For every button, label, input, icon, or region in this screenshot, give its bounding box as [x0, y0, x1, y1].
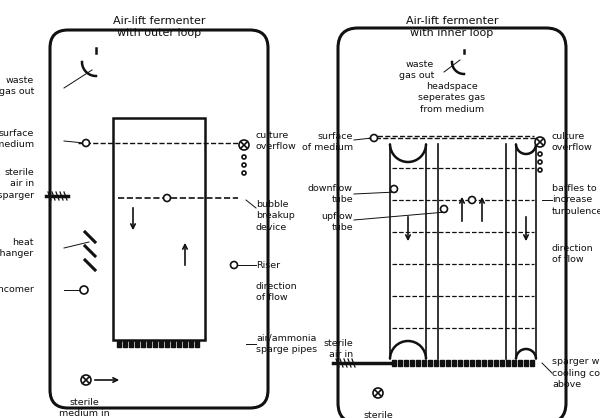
- Text: direction
of flow: direction of flow: [552, 244, 593, 264]
- Text: headspace
seperates gas
from medium: headspace seperates gas from medium: [418, 82, 485, 114]
- Text: direction
of flow: direction of flow: [256, 282, 298, 302]
- Text: waste
gas out: waste gas out: [0, 76, 34, 96]
- Text: heat
exchanger: heat exchanger: [0, 238, 34, 258]
- FancyBboxPatch shape: [338, 28, 566, 418]
- Circle shape: [440, 206, 448, 212]
- Text: sparger with
cooling coils
above: sparger with cooling coils above: [552, 357, 600, 389]
- Circle shape: [371, 135, 377, 142]
- Bar: [113, 118, 205, 340]
- Text: surface
of medium: surface of medium: [0, 129, 34, 149]
- Text: bubble
breakup
device: bubble breakup device: [256, 200, 295, 232]
- Circle shape: [535, 137, 545, 147]
- Text: Downcomer: Downcomer: [0, 285, 34, 295]
- Circle shape: [80, 286, 88, 294]
- FancyBboxPatch shape: [50, 30, 268, 408]
- Circle shape: [391, 186, 398, 193]
- Circle shape: [83, 140, 89, 146]
- Circle shape: [242, 171, 246, 175]
- Text: baffles to
increase
turbulence: baffles to increase turbulence: [552, 184, 600, 216]
- Circle shape: [163, 194, 170, 201]
- Circle shape: [242, 163, 246, 167]
- Text: upflow
tube: upflow tube: [322, 212, 353, 232]
- Text: surface
of medium: surface of medium: [302, 132, 353, 152]
- Circle shape: [538, 168, 542, 172]
- Circle shape: [469, 196, 476, 204]
- Text: sterile
air in
to sparger: sterile air in to sparger: [0, 168, 34, 200]
- Circle shape: [230, 262, 238, 268]
- Text: sterile
medium in: sterile medium in: [59, 398, 109, 418]
- Text: culture
overflow: culture overflow: [552, 132, 593, 152]
- Circle shape: [538, 152, 542, 156]
- Circle shape: [373, 388, 383, 398]
- Text: culture
overflow: culture overflow: [256, 131, 297, 151]
- Circle shape: [538, 160, 542, 164]
- Text: downflow
tube: downflow tube: [308, 184, 353, 204]
- Text: waste
gas out: waste gas out: [398, 60, 434, 80]
- Text: Air-lift fermenter
with inner loop: Air-lift fermenter with inner loop: [406, 16, 498, 38]
- Text: Air-lift fermenter
with outer loop: Air-lift fermenter with outer loop: [113, 16, 205, 38]
- Text: air/ammonia
sparge pipes: air/ammonia sparge pipes: [256, 334, 317, 354]
- Circle shape: [239, 140, 249, 150]
- Text: sterile
air in: sterile air in: [323, 339, 353, 359]
- Circle shape: [242, 155, 246, 159]
- Text: sterile
medium in: sterile medium in: [353, 411, 403, 418]
- Circle shape: [81, 375, 91, 385]
- Text: Riser: Riser: [256, 260, 280, 270]
